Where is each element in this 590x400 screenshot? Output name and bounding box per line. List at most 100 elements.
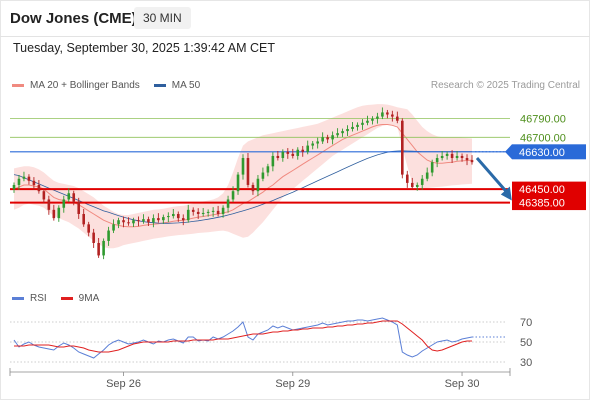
- candle-body: [47, 199, 51, 210]
- candle-body: [256, 178, 260, 192]
- candle-body: [157, 218, 160, 221]
- candle-body: [361, 122, 364, 125]
- candle-body: [57, 207, 61, 219]
- interval-button[interactable]: 30 MIN: [134, 7, 191, 29]
- rsi-9ma-line: [14, 320, 472, 353]
- legend-label-9ma: 9MA: [78, 293, 100, 304]
- candle-body: [445, 153, 449, 156]
- legend-swatch-9ma: [60, 297, 73, 300]
- level-label-2: 46630.00: [519, 147, 565, 159]
- x-tick-label-0: Sep 26: [106, 378, 141, 390]
- candle-body: [301, 149, 305, 152]
- candle-body: [172, 213, 175, 217]
- level-label-0: 46790.00: [520, 114, 566, 126]
- chart-header: Dow Jones (CME) 30 MIN: [0, 0, 590, 37]
- rsi-tick-label-30: 30: [520, 357, 532, 369]
- candle-body: [336, 133, 339, 136]
- candle-body: [17, 178, 21, 185]
- candle-body: [440, 155, 444, 159]
- candle-body: [226, 199, 230, 208]
- candle-body: [266, 166, 270, 173]
- candle-body: [396, 116, 399, 121]
- chart-datetime: Tuesday, September 30, 2025 1:39:42 AM C…: [13, 41, 275, 55]
- candle-body: [291, 153, 295, 156]
- candle-body: [82, 213, 85, 225]
- candle-body: [122, 220, 125, 223]
- candle-body: [102, 240, 105, 256]
- level-tag-2: [512, 144, 586, 160]
- legend-item-rsi: RSI: [12, 293, 47, 304]
- rsi-tick-label-50: 50: [520, 337, 532, 349]
- candle-body: [67, 193, 71, 200]
- forecast-arrow-head: [500, 186, 512, 201]
- legend-swatch-rsi: [12, 297, 24, 300]
- candle-body: [186, 209, 190, 221]
- x-tick-label-1: Sep 29: [275, 378, 310, 390]
- candle-body: [32, 180, 36, 185]
- legend-swatch-ma20: [12, 84, 24, 87]
- candle-body: [87, 224, 90, 233]
- candle-body: [435, 158, 439, 163]
- chart-credit: Research © 2025 Trading Central: [430, 80, 580, 91]
- candle-body: [341, 131, 344, 134]
- candle-body: [112, 224, 115, 231]
- candle-body: [216, 210, 220, 214]
- candle-body: [351, 126, 354, 130]
- candle-body: [286, 151, 290, 154]
- candle-body: [386, 112, 389, 115]
- candle-body: [371, 118, 374, 121]
- candle-body: [261, 172, 265, 179]
- candle-body: [206, 211, 210, 213]
- legend-label-ma20: MA 20 + Bollinger Bands: [30, 80, 140, 91]
- candle-body: [420, 178, 424, 185]
- candle-body: [326, 137, 329, 140]
- candle-body: [296, 149, 300, 156]
- rsi-legend: RSI 9MA: [12, 293, 113, 304]
- candle-body: [221, 207, 225, 214]
- candle-body: [316, 141, 319, 144]
- candle-body: [470, 160, 474, 163]
- candle-body: [22, 176, 26, 179]
- candle-body: [62, 199, 66, 208]
- candle-body: [196, 211, 200, 214]
- legend-item-9ma: 9MA: [60, 293, 100, 304]
- legend-label-rsi: RSI: [30, 293, 47, 304]
- candle-body: [430, 162, 434, 173]
- candle-body: [241, 158, 245, 175]
- x-tick-label-2: Sep 30: [445, 378, 480, 390]
- candle-body: [211, 210, 215, 212]
- level-tag-3: [512, 181, 586, 197]
- candle-body: [181, 218, 185, 221]
- candle-body: [376, 116, 379, 119]
- candle-body: [27, 176, 31, 181]
- candle-body: [162, 217, 165, 221]
- candle-body: [167, 216, 170, 218]
- candle-body: [465, 158, 469, 161]
- instrument-title: Dow Jones (CME): [10, 10, 137, 27]
- candle-body: [107, 230, 110, 241]
- legend-swatch-ma50: [153, 84, 166, 87]
- ma50-line: [13, 150, 472, 224]
- candle-body: [346, 129, 349, 132]
- candle-body: [117, 220, 120, 225]
- candle-body: [460, 155, 464, 159]
- candle-body: [191, 209, 195, 212]
- candle-body: [425, 172, 429, 179]
- candle-body: [12, 184, 16, 190]
- level-label-3: 46450.00: [519, 184, 565, 196]
- candle-body: [455, 155, 459, 159]
- candle-body: [405, 174, 409, 183]
- candle-body: [331, 135, 334, 140]
- level-label-1: 46700.00: [520, 132, 566, 144]
- candle-body: [391, 114, 394, 117]
- candle-body: [97, 242, 100, 256]
- level-tag-4: [512, 195, 586, 211]
- candle-body: [401, 120, 404, 175]
- candle-body: [415, 184, 419, 188]
- legend-item-ma50: MA 50: [153, 80, 200, 91]
- candle-body: [132, 220, 135, 224]
- price-legend: MA 20 + Bollinger Bands MA 50: [12, 80, 214, 91]
- candle-body: [271, 155, 275, 167]
- level-tag-pointer-2: [505, 144, 512, 160]
